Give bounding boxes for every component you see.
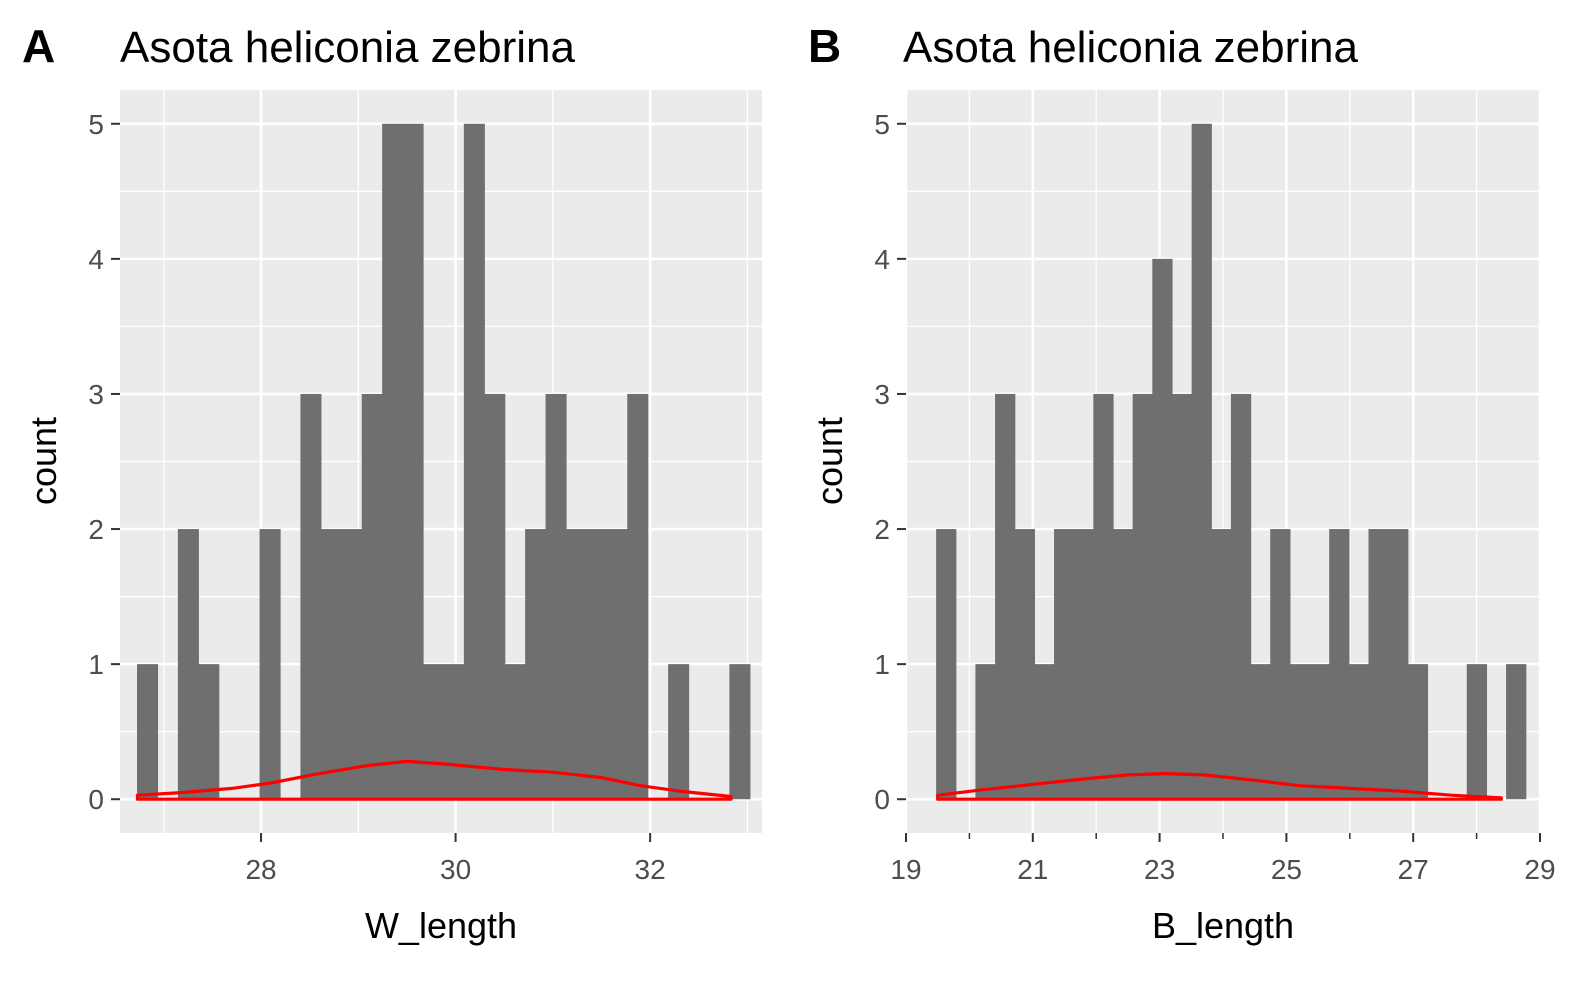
histogram-bar <box>565 529 588 800</box>
histogram-bar <box>1014 529 1035 800</box>
histogram-bar <box>1211 529 1232 800</box>
y-tick-label: 5 <box>874 109 890 140</box>
histogram-bar <box>423 664 445 800</box>
panel-b-tag: B <box>808 20 841 72</box>
histogram-bar <box>443 664 465 800</box>
x-tick-label: 29 <box>1524 854 1555 885</box>
histogram-bar <box>504 664 526 800</box>
panel-a-y-axis: 0 1 2 3 4 5 <box>88 109 120 815</box>
x-tick-label: 21 <box>1017 854 1048 885</box>
histogram-bar <box>484 393 506 800</box>
histogram-bar <box>320 529 342 800</box>
histogram-bar <box>668 664 690 800</box>
histogram-bar <box>975 664 996 800</box>
histogram-bar <box>1466 664 1488 800</box>
panel-a-density-curve <box>135 759 733 801</box>
histogram-bar <box>586 529 608 800</box>
histogram-bar <box>1054 529 1075 800</box>
histogram-bar <box>1113 529 1134 800</box>
y-tick-label: 3 <box>88 379 104 410</box>
histogram-bar <box>382 123 404 800</box>
x-tick-label: 27 <box>1398 854 1429 885</box>
panel-a-tag: A <box>22 20 55 72</box>
histogram-bar <box>936 529 957 800</box>
x-tick-label: 23 <box>1144 854 1175 885</box>
panel-b-title: Asota heliconia zebrina <box>903 23 1358 72</box>
histogram-bar <box>198 664 220 800</box>
y-tick-label: 4 <box>874 244 890 275</box>
histogram-bar <box>1250 664 1271 800</box>
panel-a-x-axis-title: W_length <box>365 905 517 946</box>
histogram-bar <box>1073 529 1094 800</box>
histogram-bar <box>1309 664 1330 800</box>
panel-a-x-axis: 28 30 32 <box>245 833 666 885</box>
histogram-bar <box>1034 664 1055 800</box>
histogram-bar <box>525 529 547 800</box>
histogram-bar <box>545 393 567 800</box>
panel-a-y-axis-title: count <box>23 417 64 505</box>
histogram-bar <box>402 123 424 800</box>
histogram-bar <box>729 664 751 800</box>
histogram-bar <box>627 393 649 800</box>
histogram-bar <box>1368 529 1389 800</box>
panel-b-x-axis-title: B_length <box>1152 905 1294 946</box>
x-tick-label: 32 <box>635 854 666 885</box>
histogram-bar <box>1506 664 1527 800</box>
histogram-bar <box>137 664 159 800</box>
histogram-bar <box>1230 393 1252 800</box>
x-tick-label: 30 <box>440 854 471 885</box>
histogram-bar <box>341 529 363 800</box>
x-tick-label: 19 <box>890 854 921 885</box>
panel-b-density-curve <box>936 771 1503 801</box>
histogram-bar <box>1152 258 1173 800</box>
y-tick-label: 2 <box>88 514 104 545</box>
histogram-bar <box>259 529 281 800</box>
panel-b-y-axis: 0 1 2 3 4 5 <box>874 109 906 815</box>
y-tick-label: 1 <box>874 649 890 680</box>
histogram-bar <box>1348 664 1370 800</box>
histogram-bar <box>177 529 199 800</box>
panel-a-title: Asota heliconia zebrina <box>120 23 575 72</box>
histogram-bar <box>606 529 628 800</box>
histogram-bar <box>1191 123 1212 800</box>
panel-b-x-axis: 19 21 23 25 27 29 <box>890 833 1556 885</box>
histogram-bar <box>463 123 485 800</box>
y-tick-label: 3 <box>874 379 890 410</box>
panel-a-histogram-bars <box>137 123 751 800</box>
y-tick-label: 4 <box>88 244 104 275</box>
density-line <box>936 771 1503 801</box>
histogram-bar <box>361 393 383 800</box>
y-tick-label: 1 <box>88 649 104 680</box>
histogram-bar <box>1289 664 1311 800</box>
x-tick-label: 25 <box>1271 854 1302 885</box>
histogram-bar <box>1132 393 1153 800</box>
histogram-bar <box>1388 529 1409 800</box>
y-tick-label: 0 <box>88 784 104 815</box>
y-tick-label: 0 <box>874 784 890 815</box>
panel-b-histogram-bars <box>936 123 1527 800</box>
density-line <box>135 759 733 801</box>
x-tick-label: 28 <box>245 854 276 885</box>
y-tick-label: 2 <box>874 514 890 545</box>
histogram-bar <box>995 393 1016 800</box>
histogram-bar <box>300 393 322 800</box>
histogram-bar <box>1329 529 1350 800</box>
panel-b-y-axis-title: count <box>809 417 850 505</box>
y-tick-label: 5 <box>88 109 104 140</box>
histogram-bar <box>1171 393 1193 800</box>
histogram-bar <box>1093 393 1114 800</box>
histogram-bar <box>1407 664 1429 800</box>
histogram-bar <box>1270 529 1291 800</box>
